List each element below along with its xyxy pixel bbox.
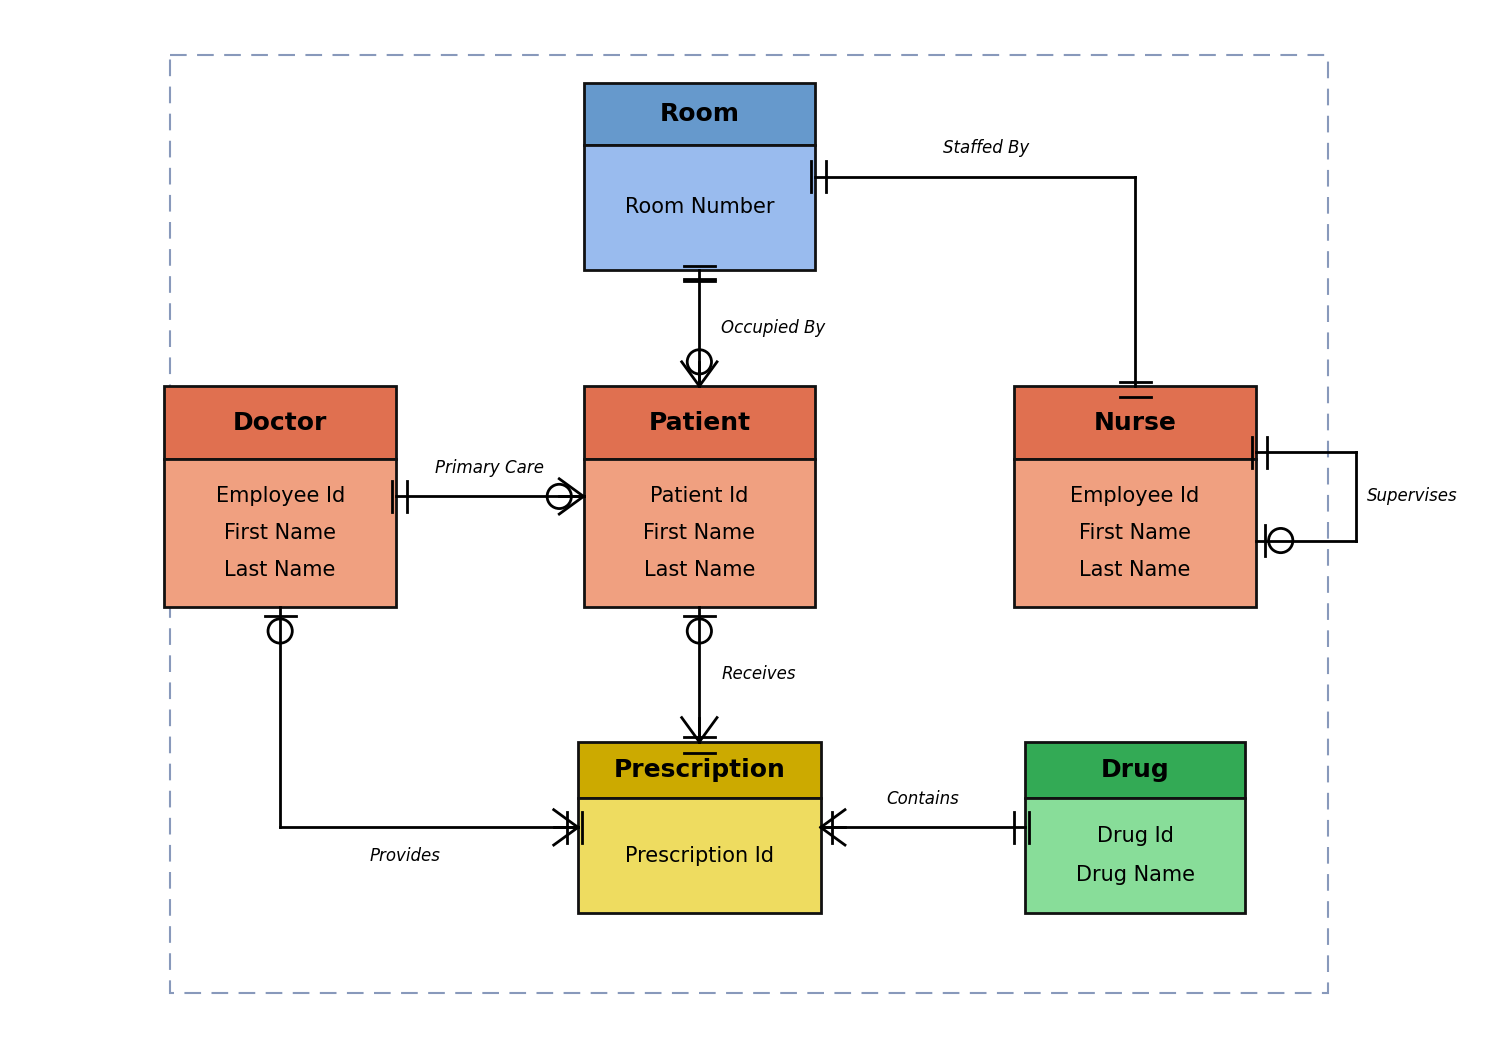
FancyBboxPatch shape [1014, 386, 1257, 459]
Text: Receives: Receives [722, 665, 795, 683]
FancyBboxPatch shape [1025, 799, 1245, 913]
Text: Employee Id: Employee Id [216, 486, 345, 506]
Text: Room: Room [659, 102, 740, 126]
Text: Last Name: Last Name [644, 560, 755, 580]
Text: First Name: First Name [643, 523, 755, 543]
Text: Primary Care: Primary Care [436, 459, 544, 477]
Text: Drug Id: Drug Id [1097, 827, 1173, 847]
Text: Nurse: Nurse [1094, 411, 1176, 435]
Text: Prescription Id: Prescription Id [625, 846, 774, 866]
FancyBboxPatch shape [584, 145, 815, 270]
Text: Last Name: Last Name [1080, 560, 1191, 580]
FancyBboxPatch shape [578, 742, 821, 799]
Text: Supervises: Supervises [1366, 487, 1458, 505]
Text: Prescription: Prescription [613, 758, 785, 782]
FancyBboxPatch shape [1014, 459, 1257, 607]
FancyBboxPatch shape [578, 799, 821, 913]
FancyBboxPatch shape [584, 459, 815, 607]
Text: Last Name: Last Name [225, 560, 336, 580]
FancyBboxPatch shape [1025, 742, 1245, 799]
Text: First Name: First Name [1079, 523, 1191, 543]
Text: Employee Id: Employee Id [1071, 486, 1200, 506]
Text: Room Number: Room Number [625, 197, 774, 217]
Text: First Name: First Name [225, 523, 336, 543]
Text: Drug Name: Drug Name [1076, 865, 1194, 885]
FancyBboxPatch shape [165, 386, 395, 459]
Text: Patient: Patient [649, 411, 750, 435]
FancyBboxPatch shape [584, 83, 815, 145]
Text: Provides: Provides [370, 847, 440, 866]
Text: Staffed By: Staffed By [944, 138, 1029, 156]
Text: Doctor: Doctor [234, 411, 328, 435]
Text: Patient Id: Patient Id [650, 486, 749, 506]
Text: Occupied By: Occupied By [722, 320, 825, 337]
Text: Contains: Contains [887, 789, 959, 808]
Text: Drug: Drug [1101, 758, 1170, 782]
FancyBboxPatch shape [165, 459, 395, 607]
FancyBboxPatch shape [584, 386, 815, 459]
